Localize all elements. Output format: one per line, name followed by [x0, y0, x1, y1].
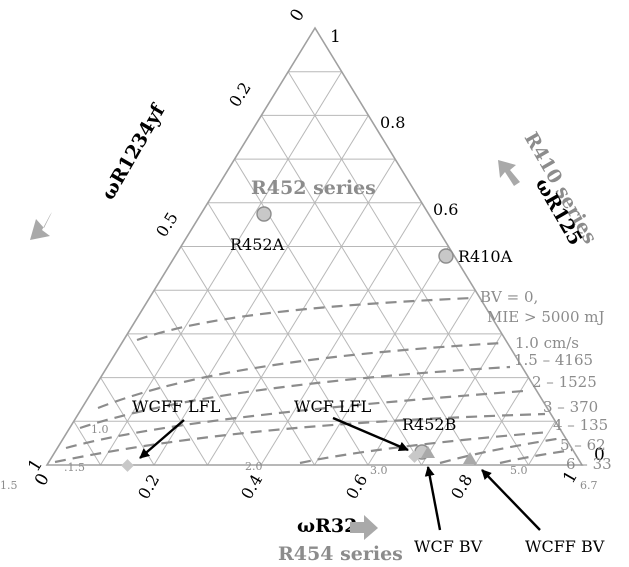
grid-line-rising	[260, 115, 476, 466]
left-axis-title: ωR1234yf	[97, 99, 170, 203]
contour-label-1-0: 1.0 cm/s	[515, 334, 579, 352]
contour-label-1-5: 1.5 – 4165	[514, 351, 593, 369]
r452a-label: R452A	[230, 235, 285, 254]
contour-label-2: 2 – 1525	[532, 373, 597, 391]
contour-1-0	[97, 341, 503, 410]
wcff-lfl-arrow	[139, 419, 185, 459]
corner-right-zero: 0	[594, 445, 605, 465]
contour-inline-5-0: 5.0	[510, 464, 528, 477]
corner-top-zero: 0	[286, 5, 309, 25]
contour-label-6-7: 6.7	[580, 479, 598, 492]
r452a-marker	[256, 206, 272, 222]
contour-5-0	[439, 436, 563, 465]
right-tick-0-6: 0.6	[433, 200, 458, 219]
wcf-bv-marker	[421, 446, 435, 458]
wcff-lfl-label: WCFF LFL	[132, 397, 221, 416]
bottom-axis-arrow-icon	[350, 515, 378, 540]
contour-inline-1-0: 1.0	[91, 423, 109, 436]
wcff-bv-marker	[463, 452, 477, 464]
grid-line-rising	[180, 246, 315, 466]
contour-label-4: 4 – 135	[553, 416, 608, 434]
contour-3-0	[54, 412, 546, 464]
left-axis-arrow-icon	[30, 212, 52, 240]
grid-line-falling	[153, 115, 369, 466]
wcf-lfl-arrow	[332, 416, 409, 452]
grid-line-rising	[287, 71, 529, 466]
wcf-lfl-label: WCF LFL	[294, 397, 372, 416]
contour-inline-3-0: 3.0	[370, 464, 388, 477]
grid-line-falling	[421, 333, 503, 466]
wcf-bv-label: WCF BV	[414, 537, 483, 556]
bottom-tick-0-4: 0.4	[237, 471, 266, 503]
contour-1-5	[79, 365, 511, 430]
grid-line-falling	[528, 421, 556, 466]
contour-label-5: 5 – 62	[560, 436, 606, 454]
grid-line-falling	[207, 158, 396, 466]
bottom-axis-title: ωR32	[297, 515, 357, 537]
triangle-outline	[45, 26, 584, 466]
region-title: R452 series	[251, 177, 376, 199]
wcf-lfl-marker	[408, 450, 421, 463]
wcff-lfl-marker	[121, 459, 134, 472]
grid-line-falling	[314, 246, 449, 466]
grid-line-falling	[100, 71, 343, 466]
contour-6-0	[499, 448, 573, 465]
contour-label-bv0-line1: BV = 0,	[480, 288, 538, 306]
wcff-bv-arrow	[481, 469, 541, 531]
wcff-bv-label: WCFF BV	[525, 537, 605, 556]
grid-line-rising	[126, 333, 208, 466]
contour-bv0	[136, 296, 473, 342]
bottom-axis-series-title: R454 series	[278, 543, 403, 565]
bottom-tick-0-6: 0.6	[342, 471, 371, 503]
point-r410a: R410A	[438, 247, 513, 266]
contour-inline-2-0: 2.0	[245, 460, 263, 473]
point-r452a: R452A	[230, 206, 285, 254]
wcf-bv-arrow	[424, 466, 442, 531]
right-axis-arrow-icon	[498, 160, 520, 186]
bottom-tick-0-8: 0.8	[447, 471, 476, 503]
contour-2-0	[65, 389, 525, 450]
contour-label-bv0-line2: MIE > 5000 mJ	[487, 308, 605, 326]
right-tick-0-8: 0.8	[380, 113, 405, 132]
r410a-marker	[438, 248, 454, 264]
bottom-tick-0-2: 0.2	[134, 471, 163, 503]
contour-label-6: 6 – 33	[566, 455, 612, 473]
burning-velocity-contours	[54, 296, 573, 465]
grid-line-rising	[234, 158, 422, 466]
corner-top-one: 1	[330, 27, 341, 47]
contour-label-3: 3 – 370	[543, 398, 598, 416]
left-tick-0-2: 0.2	[225, 79, 255, 111]
contour-inline-1-5: 1.5	[0, 479, 18, 492]
contour-inline-1-5b: .1.5	[64, 461, 85, 474]
r410a-label: R410A	[458, 247, 513, 266]
left-tick-0-5: 0.5	[152, 209, 182, 241]
r452b-label: R452B	[402, 415, 456, 434]
contour-4-0	[299, 430, 551, 465]
